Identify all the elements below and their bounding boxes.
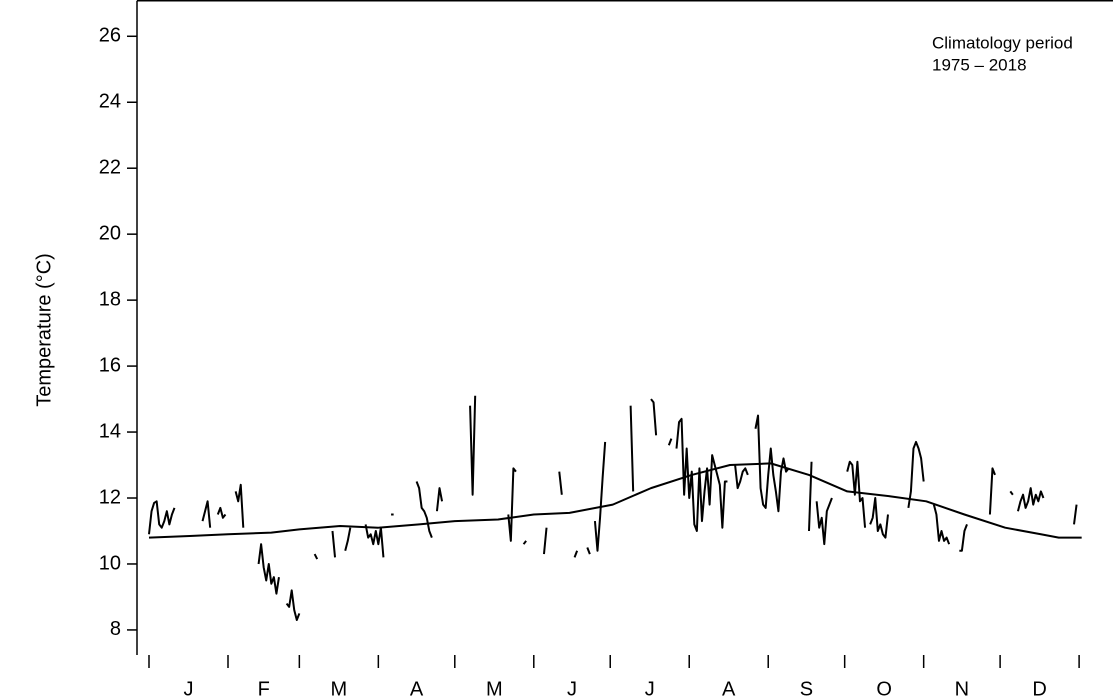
y-tick-label: 24 — [99, 91, 121, 113]
annotation: 1975 – 2018 — [932, 55, 1027, 74]
month-label: M — [331, 678, 348, 700]
y-tick-label: 12 — [99, 486, 121, 508]
y-axis-label: Temperature (°C) — [33, 253, 55, 407]
month-label: A — [410, 678, 424, 700]
y-tick-label: 8 — [110, 618, 121, 640]
y-tick-label: 20 — [99, 222, 121, 244]
annotation: Climatology period — [932, 33, 1073, 52]
y-tick-label: 16 — [99, 354, 121, 376]
y-tick-label: 10 — [99, 552, 121, 574]
data-line — [148, 462, 1082, 539]
y-tick-label: 18 — [99, 288, 121, 310]
month-label: S — [800, 678, 813, 700]
month-label: F — [258, 678, 270, 700]
y-tick-label: 26 — [99, 25, 121, 47]
month-label: O — [876, 678, 892, 700]
month-label: M — [486, 678, 503, 700]
y-tick-label: 22 — [99, 156, 121, 178]
data-line — [148, 395, 1078, 622]
month-label: N — [955, 678, 969, 700]
month-label: J — [567, 678, 577, 700]
y-tick-label: 14 — [99, 420, 121, 442]
month-label: D — [1032, 678, 1046, 700]
month-label: A — [722, 678, 736, 700]
month-label: J — [183, 678, 193, 700]
month-label: J — [645, 678, 655, 700]
